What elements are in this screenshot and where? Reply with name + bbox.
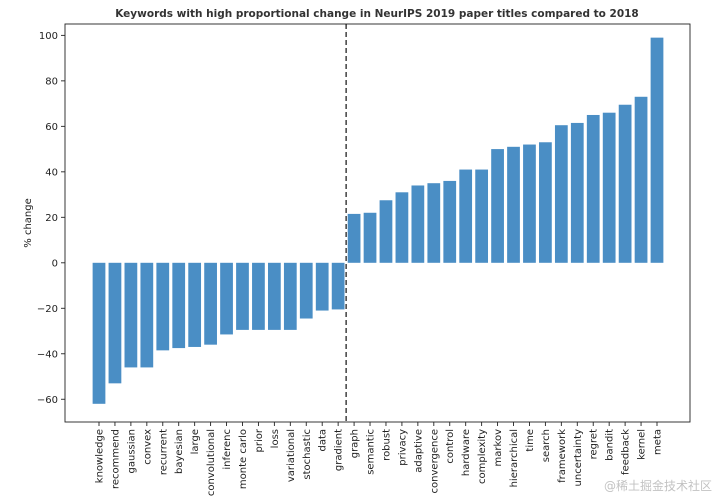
x-tick-label: monte carlo	[238, 429, 249, 489]
bars	[92, 37, 664, 404]
bar-hierarchical	[507, 146, 520, 263]
bar-data	[315, 262, 329, 311]
x-tick-label: gaussian	[126, 429, 137, 473]
bar-uncertainty	[570, 122, 584, 263]
x-tick-label: hardware	[461, 429, 472, 476]
bar-monte-carlo	[236, 262, 249, 330]
bar-graph	[347, 213, 361, 263]
x-tick-label: recommend	[110, 429, 121, 489]
bar-control	[443, 180, 457, 263]
bar-convex	[140, 262, 154, 368]
y-tick-label: 40	[45, 167, 58, 178]
x-tick-label: large	[190, 429, 201, 454]
bar-gaussian	[124, 262, 138, 368]
x-tick-label: semantic	[366, 429, 377, 475]
x-tick-label: graph	[350, 429, 361, 458]
plot-area	[64, 23, 691, 423]
bar-convolutional	[204, 262, 217, 345]
x-tick-label: bandit	[605, 429, 616, 461]
x-tick-label: recurrent	[158, 429, 169, 475]
bar-loss	[267, 262, 281, 330]
x-tick-label: search	[541, 429, 552, 462]
x-tick-label: uncertainty	[573, 429, 584, 487]
y-axis-label: % change	[23, 198, 34, 247]
y-axis: −60 −40 −20 0 20 40 60 80 100	[37, 31, 65, 406]
x-tick-label: robust	[381, 429, 392, 461]
x-tick-label: convolutional	[206, 429, 217, 496]
bar-meta	[650, 37, 664, 263]
watermark: @稀土掘金技术社区	[603, 479, 712, 493]
x-tick-label: control	[445, 429, 456, 464]
x-tick-label: variational	[286, 429, 297, 482]
bar-adaptive	[411, 185, 425, 263]
x-tick-label: stochastic	[302, 429, 313, 480]
y-tick-label: 0	[52, 258, 58, 269]
y-tick-label: 100	[39, 31, 58, 42]
bar-feedback	[618, 104, 632, 263]
bar-kernel	[634, 96, 648, 263]
bar-regret	[586, 114, 600, 263]
x-tick-label: hierarchical	[509, 429, 520, 487]
x-tick-label: feedback	[621, 429, 632, 475]
x-tick-label: framework	[557, 429, 568, 483]
bar-inferenc	[220, 262, 233, 335]
x-tick-label: complexity	[477, 429, 488, 484]
x-tick-label: time	[525, 429, 536, 452]
y-tick-label: 80	[45, 76, 58, 87]
x-tick-label: convergence	[429, 429, 440, 493]
x-tick-label: privacy	[397, 429, 408, 466]
x-tick-label: markov	[493, 429, 504, 467]
chart-title: Keywords with high proportional change i…	[115, 8, 639, 20]
x-tick-label: meta	[653, 429, 664, 455]
y-tick-label: −20	[37, 304, 58, 315]
y-tick-label: 60	[45, 122, 58, 133]
x-tick-label: knowledge	[95, 429, 106, 483]
bar-complexity	[475, 169, 489, 263]
x-axis: knowledge recommend gaussian convex recurren…	[95, 422, 664, 496]
x-tick-label: prior	[254, 428, 265, 452]
bar-bandit	[602, 112, 616, 263]
y-tick-label: −40	[37, 349, 58, 360]
bar-privacy	[395, 192, 409, 263]
bar-markov	[491, 149, 504, 263]
x-tick-label: kernel	[637, 429, 648, 460]
x-tick-label: convex	[142, 429, 153, 465]
bar-framework	[554, 125, 568, 263]
bar-stochastic	[299, 262, 313, 319]
bar-convergence	[427, 183, 441, 263]
y-tick-label: −60	[37, 395, 58, 406]
x-tick-label: bayesian	[174, 429, 185, 474]
bar-semantic	[363, 212, 377, 263]
bar-variational	[283, 262, 297, 330]
bar-hardware	[459, 169, 473, 263]
bar-gradient	[331, 262, 345, 310]
x-tick-label: regret	[589, 429, 600, 459]
bar-robust	[379, 200, 393, 263]
bar-recommend	[108, 262, 122, 384]
bar-prior	[252, 262, 265, 330]
bar-bayesian	[172, 262, 186, 349]
x-tick-label: gradient	[334, 429, 345, 471]
bar-large	[188, 262, 202, 347]
x-tick-label: inferenc	[222, 429, 233, 470]
bar-recurrent	[156, 262, 170, 351]
x-tick-label: data	[318, 429, 329, 452]
x-tick-label: loss	[270, 429, 281, 448]
bar-search	[539, 142, 552, 263]
bar-time	[523, 144, 536, 263]
x-tick-label: adaptive	[413, 429, 424, 473]
y-tick-label: 20	[45, 213, 58, 224]
bar-knowledge	[92, 262, 106, 404]
